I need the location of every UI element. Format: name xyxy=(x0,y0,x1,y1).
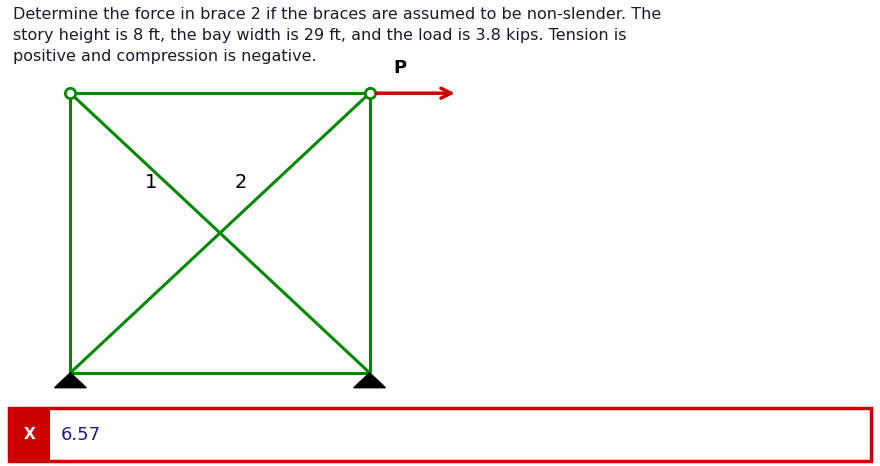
Point xyxy=(63,89,77,97)
Text: 1: 1 xyxy=(145,173,158,192)
Point xyxy=(363,89,377,97)
Text: Determine the force in brace 2 if the braces are assumed to be non-slender. The
: Determine the force in brace 2 if the br… xyxy=(13,7,662,64)
Text: 2: 2 xyxy=(235,173,247,192)
Text: 6.57: 6.57 xyxy=(61,425,101,444)
Bar xyxy=(9,408,50,461)
Text: P: P xyxy=(394,59,407,77)
Polygon shape xyxy=(55,373,86,388)
Bar xyxy=(9,408,871,461)
Polygon shape xyxy=(354,373,385,388)
Text: X: X xyxy=(24,427,35,442)
